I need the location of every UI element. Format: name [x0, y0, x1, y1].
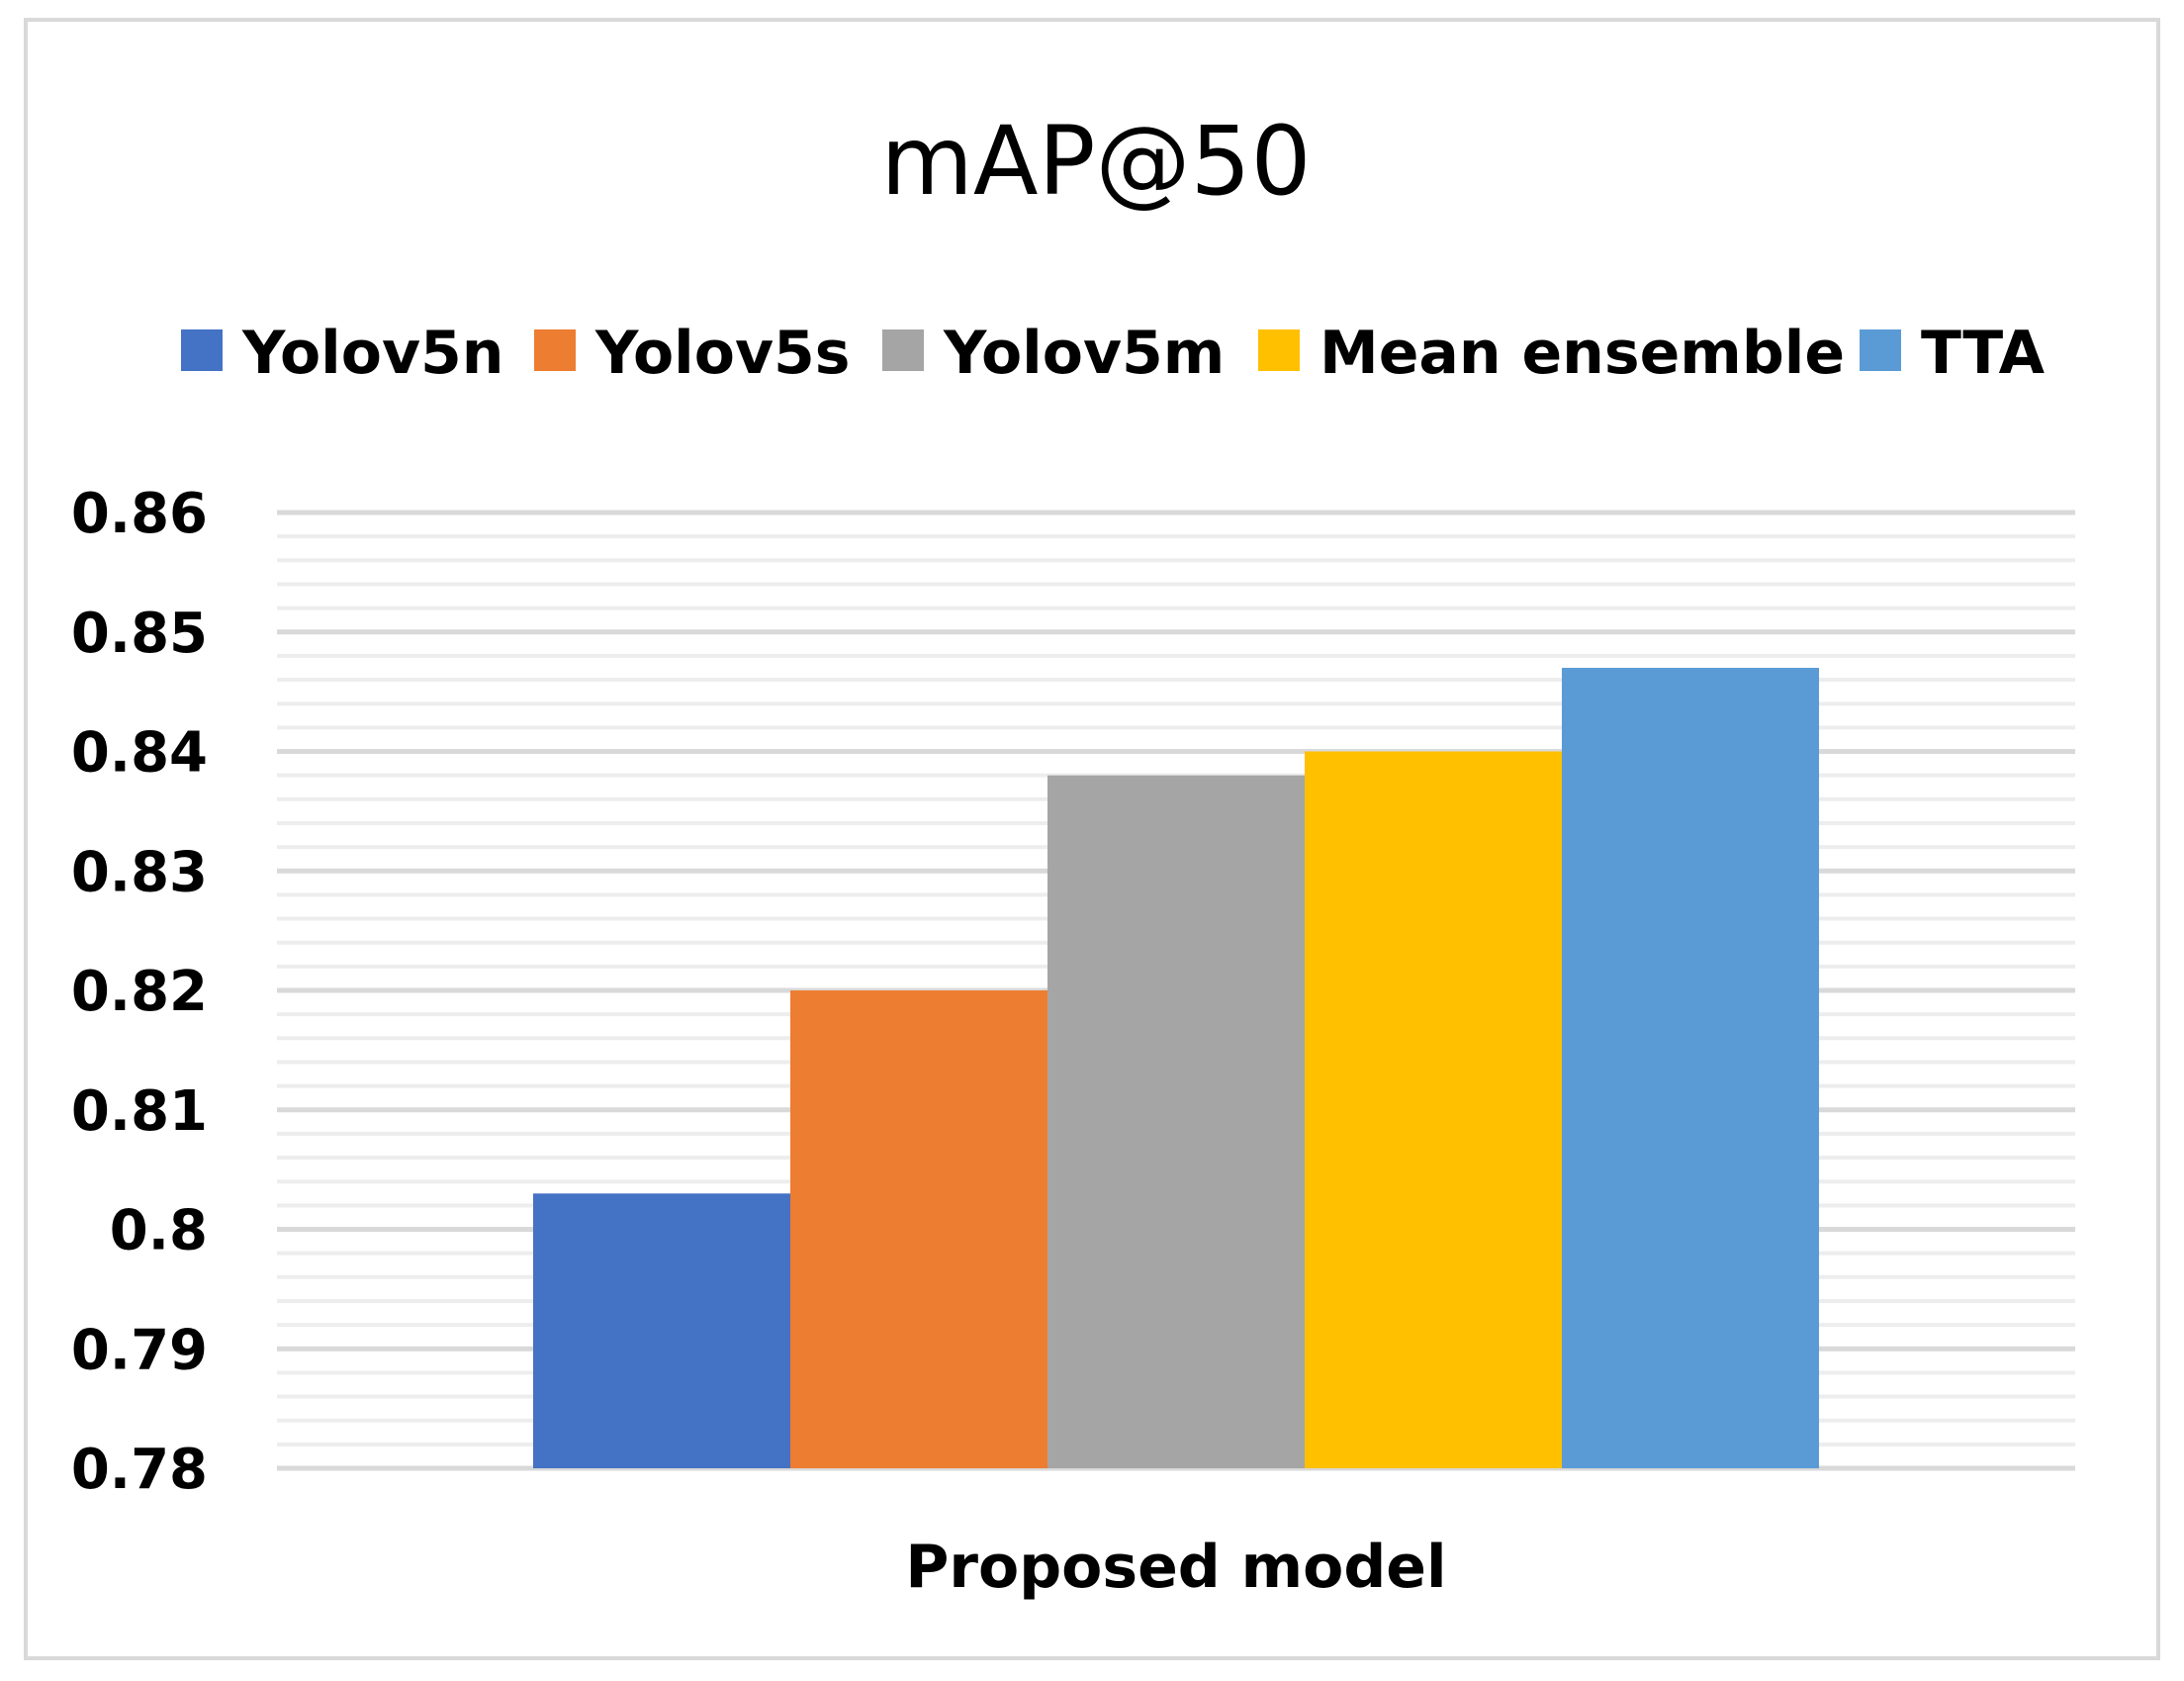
y-tick-label: 0.78 [71, 1438, 208, 1502]
bar-mean-ensemble [1305, 751, 1562, 1468]
y-tick-label: 0.85 [71, 602, 208, 666]
x-axis: Proposed model [905, 1533, 1446, 1602]
chart-title: mAP@50 [880, 106, 1311, 217]
x-category-label: Proposed model [905, 1533, 1446, 1602]
legend-label: TTA [1921, 319, 2046, 388]
legend-swatch [1860, 329, 1901, 371]
y-tick-label: 0.83 [71, 840, 208, 904]
y-tick-label: 0.86 [71, 482, 208, 546]
legend-label: Yolov5n [241, 319, 504, 388]
bar-tta [1562, 667, 1819, 1468]
legend-label: Mean ensemble [1320, 319, 1845, 388]
legend-swatch [882, 329, 924, 371]
bar-yolov5s [790, 990, 1047, 1468]
legend-swatch [181, 329, 223, 371]
y-tick-label: 0.8 [110, 1199, 208, 1263]
y-tick-label: 0.82 [71, 960, 208, 1024]
legend: Yolov5n Yolov5s Yolov5m Mean ensemble TTA [181, 319, 2046, 388]
y-tick-label: 0.81 [71, 1079, 208, 1144]
legend-label: Yolov5s [594, 319, 851, 388]
legend-swatch [1258, 329, 1300, 371]
y-tick-label: 0.84 [71, 721, 208, 786]
legend-label: Yolov5m [943, 319, 1225, 388]
legend-swatch [534, 329, 576, 371]
y-tick-label: 0.79 [71, 1318, 208, 1382]
bar-yolov5n [533, 1193, 790, 1468]
bar-yolov5m [1047, 775, 1305, 1468]
y-axis: 0.78 0.79 0.8 0.81 0.82 0.83 0.84 0.85 0.86 [71, 482, 208, 1502]
bars [533, 667, 1819, 1468]
